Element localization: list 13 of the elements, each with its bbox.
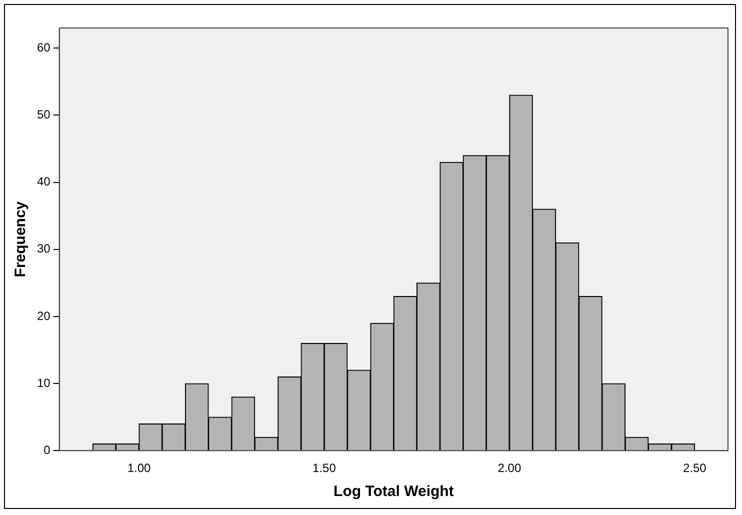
y-tick-label: 60 <box>36 40 51 54</box>
x-axis-title: Log Total Weight <box>334 483 454 500</box>
x-tick-label: 2.00 <box>498 461 522 476</box>
x-tick-label: 1.50 <box>312 461 336 476</box>
y-tick-label: 50 <box>36 108 51 122</box>
x-tick-label: 1.00 <box>127 461 151 476</box>
y-tick-label: 30 <box>36 242 51 256</box>
y-tick-label: 10 <box>36 376 51 390</box>
y-axis-title: Frequency <box>12 200 30 278</box>
y-tick-label: 0 <box>44 442 51 457</box>
y-tick-label: 40 <box>36 174 51 189</box>
y-tick-label: 20 <box>36 308 51 323</box>
x-tick-label: 2.50 <box>682 461 707 476</box>
